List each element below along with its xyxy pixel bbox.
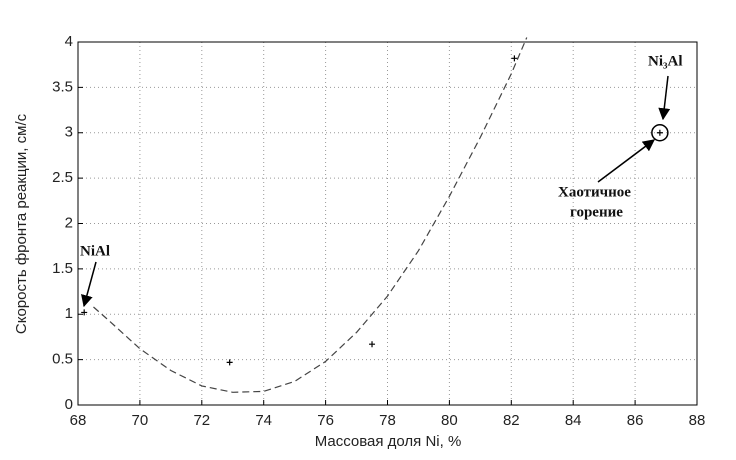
point-marker	[369, 341, 376, 348]
x-tick-label: 82	[503, 412, 520, 429]
x-axis-label: Массовая доля Ni, %	[315, 433, 462, 450]
x-tick-label: 84	[565, 412, 582, 429]
x-tick-label: 68	[70, 412, 87, 429]
y-tick-label: 0.5	[52, 351, 73, 368]
annotation-arrow	[658, 75, 671, 121]
x-tick-label: 72	[193, 412, 210, 429]
annotation-arrow	[81, 261, 97, 308]
annotation: горение	[570, 204, 623, 220]
annotation: Ni₃Al	[648, 53, 683, 69]
y-tick-label: 3.5	[52, 78, 73, 95]
point-marker	[81, 309, 88, 316]
x-tick-label: 78	[379, 412, 396, 429]
point-marker	[511, 55, 518, 62]
point-marker	[656, 129, 663, 136]
annotation: Хаотичное	[558, 184, 631, 200]
y-tick-label: 2	[65, 214, 73, 231]
point-marker	[226, 359, 233, 366]
x-tick-label: 80	[441, 412, 458, 429]
fit-curve	[93, 37, 528, 393]
plot-frame	[77, 41, 698, 406]
annotation-arrow	[597, 139, 655, 183]
y-tick-label: 2.5	[52, 169, 73, 186]
x-tick-label: 74	[255, 412, 272, 429]
point-circle	[651, 124, 669, 142]
x-tick-label: 76	[317, 412, 334, 429]
y-tick-label: 3	[65, 124, 73, 141]
x-tick-label: 88	[689, 412, 706, 429]
y-tick-label: 1	[65, 305, 73, 322]
y-tick-label: 1.5	[52, 260, 73, 277]
annotation: NiAl	[80, 243, 110, 259]
y-tick-label: 0	[65, 396, 73, 413]
y-axis-label: Скорость фронта реакции, см/с	[13, 113, 30, 334]
x-tick-label: 86	[627, 412, 644, 429]
x-tick-label: 70	[132, 412, 149, 429]
y-tick-label: 4	[65, 33, 73, 50]
